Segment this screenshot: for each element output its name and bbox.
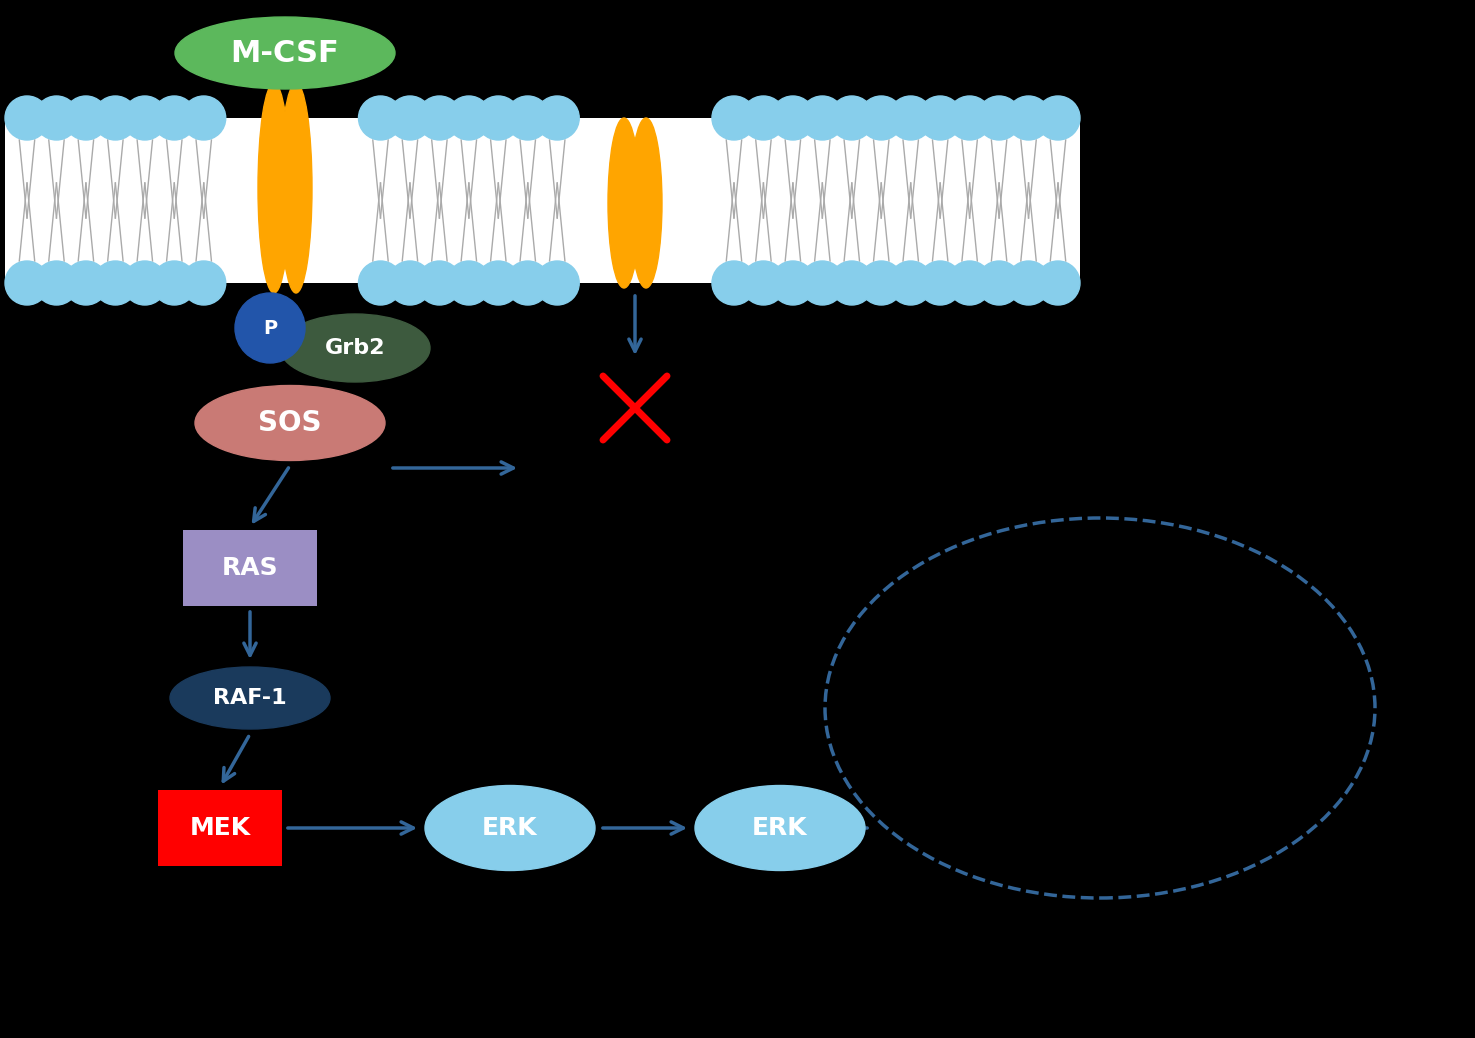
Circle shape: [447, 95, 491, 140]
Circle shape: [93, 261, 137, 305]
FancyBboxPatch shape: [158, 790, 282, 866]
Circle shape: [181, 261, 226, 305]
Circle shape: [235, 293, 305, 363]
Circle shape: [358, 95, 403, 140]
FancyBboxPatch shape: [183, 530, 317, 606]
Circle shape: [771, 95, 814, 140]
Circle shape: [447, 261, 491, 305]
Circle shape: [388, 261, 432, 305]
Circle shape: [417, 261, 462, 305]
Text: P: P: [263, 319, 277, 337]
Circle shape: [712, 95, 757, 140]
Circle shape: [1006, 261, 1050, 305]
Circle shape: [889, 95, 932, 140]
Circle shape: [535, 261, 580, 305]
Circle shape: [358, 261, 403, 305]
Text: MEK: MEK: [189, 816, 251, 840]
Circle shape: [976, 261, 1021, 305]
Circle shape: [947, 261, 991, 305]
Circle shape: [535, 95, 580, 140]
Circle shape: [63, 261, 108, 305]
Circle shape: [4, 261, 49, 305]
Circle shape: [181, 95, 226, 140]
Circle shape: [830, 261, 873, 305]
Ellipse shape: [258, 83, 291, 293]
Circle shape: [4, 95, 49, 140]
Ellipse shape: [176, 17, 395, 89]
Circle shape: [122, 95, 167, 140]
Text: ERK: ERK: [482, 816, 538, 840]
Circle shape: [506, 95, 550, 140]
Bar: [4, 118, 1080, 283]
Text: RAF-1: RAF-1: [214, 688, 286, 708]
Circle shape: [976, 95, 1021, 140]
Circle shape: [1035, 261, 1080, 305]
Text: SOS: SOS: [258, 409, 322, 437]
Ellipse shape: [630, 118, 662, 288]
Text: RAS: RAS: [221, 556, 279, 580]
Circle shape: [742, 261, 785, 305]
Circle shape: [917, 261, 962, 305]
Ellipse shape: [695, 786, 864, 871]
Circle shape: [801, 261, 844, 305]
Circle shape: [388, 95, 432, 140]
Circle shape: [506, 261, 550, 305]
Ellipse shape: [425, 786, 594, 871]
Circle shape: [34, 261, 78, 305]
Ellipse shape: [195, 385, 385, 461]
Circle shape: [122, 261, 167, 305]
Circle shape: [476, 95, 521, 140]
Circle shape: [712, 261, 757, 305]
Ellipse shape: [608, 118, 640, 288]
Circle shape: [417, 95, 462, 140]
Circle shape: [830, 95, 873, 140]
Text: ERK: ERK: [752, 816, 808, 840]
Circle shape: [889, 261, 932, 305]
Text: Grb2: Grb2: [324, 338, 385, 358]
Circle shape: [771, 261, 814, 305]
Circle shape: [152, 261, 196, 305]
Circle shape: [917, 95, 962, 140]
Circle shape: [1006, 95, 1050, 140]
Circle shape: [860, 261, 903, 305]
Circle shape: [93, 95, 137, 140]
Circle shape: [742, 95, 785, 140]
Ellipse shape: [280, 315, 431, 382]
Circle shape: [34, 95, 78, 140]
Circle shape: [63, 95, 108, 140]
Circle shape: [152, 95, 196, 140]
Circle shape: [947, 95, 991, 140]
Circle shape: [801, 95, 844, 140]
Ellipse shape: [170, 667, 330, 729]
Text: M-CSF: M-CSF: [230, 38, 339, 67]
Ellipse shape: [280, 83, 313, 293]
Circle shape: [1035, 95, 1080, 140]
Circle shape: [476, 261, 521, 305]
Circle shape: [860, 95, 903, 140]
